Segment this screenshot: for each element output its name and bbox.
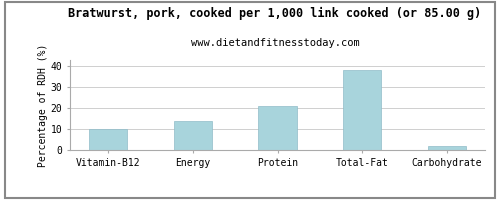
Bar [343, 70, 382, 150]
Bar [428, 146, 466, 150]
Bar [89, 129, 127, 150]
Text: www.dietandfitnesstoday.com: www.dietandfitnesstoday.com [190, 38, 360, 48]
Bar [258, 106, 296, 150]
Bar [174, 121, 212, 150]
Text: Bratwurst, pork, cooked per 1,000 link cooked (or 85.00 g): Bratwurst, pork, cooked per 1,000 link c… [68, 7, 482, 20]
Y-axis label: Percentage of RDH (%): Percentage of RDH (%) [38, 43, 48, 167]
